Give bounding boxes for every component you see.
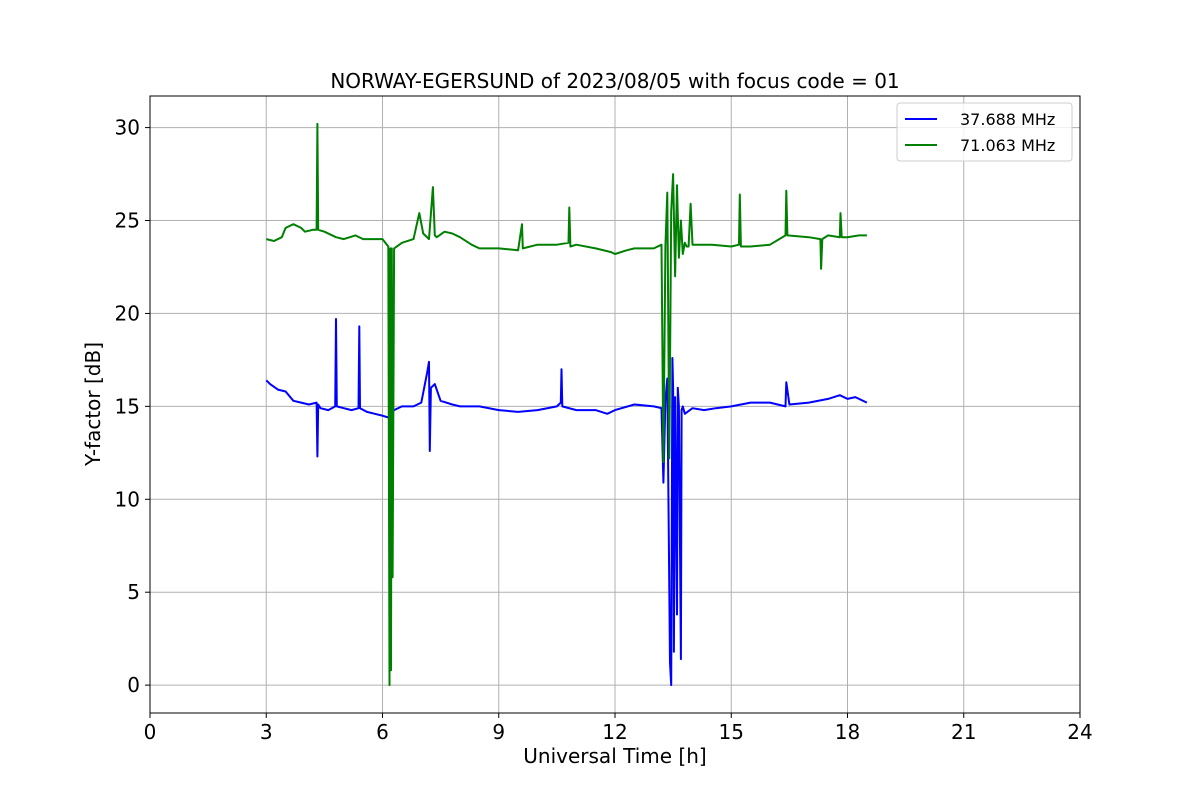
y-tick-label: 15 xyxy=(115,394,140,418)
y-axis-label: Y-factor [dB] xyxy=(81,342,105,467)
x-axis-label: Universal Time [h] xyxy=(523,744,706,768)
x-tick-label: 9 xyxy=(492,720,505,744)
series-line-1 xyxy=(265,318,868,687)
y-tick-label: 5 xyxy=(127,580,140,604)
legend-label: 37.688 MHz xyxy=(960,110,1055,129)
x-tick-label: 21 xyxy=(951,720,976,744)
x-tick-label: 24 xyxy=(1067,720,1092,744)
series-layer xyxy=(265,122,868,687)
x-tick-label: 15 xyxy=(719,720,744,744)
x-tick-label: 3 xyxy=(260,720,273,744)
chart-title: NORWAY-EGERSUND of 2023/08/05 with focus… xyxy=(330,69,899,93)
y-tick-label: 30 xyxy=(115,116,140,140)
series-line-2 xyxy=(266,122,867,687)
y-tick-label: 10 xyxy=(115,487,140,511)
legend-box xyxy=(896,102,1073,162)
legend: 37.688 MHz 71.063 MHz xyxy=(896,102,1073,162)
x-tick-label: 0 xyxy=(144,720,157,744)
y-tick-label: 20 xyxy=(115,301,140,325)
x-tick-label: 12 xyxy=(602,720,627,744)
axis-ticks: 0 3 6 9 12 15 18 21 24 0 5 10 15 20 25 30 xyxy=(115,116,1093,744)
y-tick-label: 0 xyxy=(127,673,140,697)
x-tick-label: 18 xyxy=(835,720,860,744)
legend-label: 71.063 MHz xyxy=(960,136,1055,155)
y-tick-label: 25 xyxy=(115,209,140,233)
x-tick-label: 6 xyxy=(376,720,389,744)
